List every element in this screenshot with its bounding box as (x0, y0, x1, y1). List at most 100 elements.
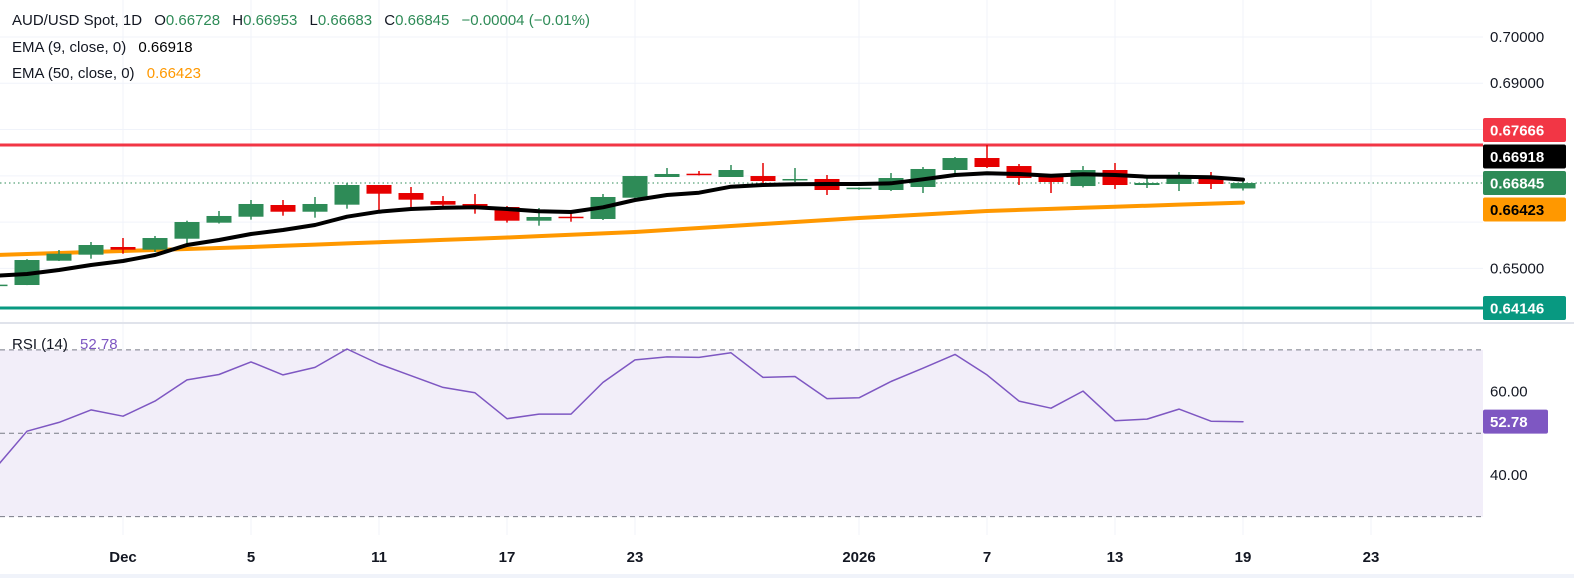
rsi-tick-label: 40.00 (1490, 467, 1528, 484)
open-label: O (154, 12, 166, 29)
price-tick-label: 0.70000 (1490, 29, 1544, 46)
candle-body (782, 178, 808, 181)
price-badge-background (1483, 118, 1566, 143)
time-axis[interactable]: Dec 5 11 17 23 2026 7 13 19 23 (109, 549, 1379, 566)
candle-2025-11-25 (0, 284, 8, 287)
time-tick-label: 23 (1363, 549, 1380, 566)
ema50-line (0, 200, 1245, 257)
candle-2026-01-16 (1198, 171, 1224, 189)
low-label: L (309, 12, 318, 29)
candle-body (558, 216, 584, 219)
candle-2025-12-04 (206, 210, 232, 224)
candle-body (654, 173, 680, 177)
time-tick-label: 19 (1235, 549, 1252, 566)
candle-2025-12-03 (174, 220, 200, 244)
pane-divider[interactable] (0, 322, 1574, 324)
candle-2025-12-12 (398, 186, 424, 207)
candle-body (1198, 176, 1224, 184)
candle-body (1230, 183, 1256, 189)
time-tick-label: Dec (109, 549, 137, 566)
ema50-layer (0, 200, 1245, 257)
price-badge-label: 0.66918 (1490, 149, 1544, 166)
ema9-line (0, 171, 1245, 278)
rsi-axis[interactable]: 60.00 40.00 52.78 (1483, 384, 1548, 484)
candle-body (206, 215, 232, 223)
candle-2025-12-05 (238, 200, 264, 220)
rsi-tick-label: 60.00 (1490, 384, 1528, 401)
price-tick-label: 0.65000 (1490, 260, 1544, 277)
price-badge-background (1483, 171, 1566, 196)
time-tick-label: 2026 (842, 549, 875, 566)
candle-body (686, 173, 712, 176)
price-badge-background (1483, 295, 1566, 320)
high-label: H (232, 12, 244, 29)
price-badge-label: 0.67666 (1490, 123, 1544, 140)
candle-body (302, 203, 328, 212)
candle-2025-12-11 (366, 185, 392, 211)
candle-2025-12-30 (782, 168, 808, 182)
candle-body (270, 205, 296, 212)
candle-2025-11-27 (46, 250, 72, 262)
candle-2025-12-10 (334, 183, 360, 209)
candle-body (750, 176, 776, 182)
candle-body (110, 246, 136, 250)
rsi-layer (0, 348, 1244, 464)
rsi-badge-label: 52.78 (1490, 414, 1528, 431)
candle-2025-12-02 (142, 235, 168, 252)
ema50-label: EMA (50, close, 0) (12, 65, 135, 82)
candle-body (942, 158, 968, 171)
symbol-title: AUD/USD Spot, 1D (12, 12, 143, 29)
symbol-legend[interactable]: AUD/USD Spot, 1D O0.66728 H0.66953 L0.66… (12, 12, 590, 29)
time-tick-label: 5 (247, 549, 255, 566)
candle-body (846, 187, 872, 190)
candle-2025-12-26 (718, 165, 744, 177)
candle-body (1038, 176, 1064, 182)
candle-2025-12-24 (654, 168, 680, 177)
rsi-badge-background (1483, 409, 1548, 434)
candle-body (238, 203, 264, 217)
close-label: C (384, 12, 396, 29)
candle-body (974, 158, 1000, 167)
candle-2025-12-25 (686, 171, 712, 176)
time-tick-label: 17 (499, 549, 516, 566)
close-value: 0.66845 (395, 12, 450, 29)
candles (0, 145, 1256, 287)
ema50-legend[interactable]: EMA (50, close, 0) 0.66423 (12, 65, 201, 82)
time-tick-label: 13 (1107, 549, 1124, 566)
price-badge: 0.64146 (1483, 295, 1566, 320)
candle-body (622, 176, 648, 198)
candle-body (334, 185, 360, 205)
price-badge-background (1483, 197, 1566, 222)
time-tick-label: 7 (983, 549, 991, 566)
candle-2025-11-28 (78, 241, 104, 259)
candle-body (1134, 183, 1160, 186)
candle-body (78, 245, 104, 255)
candle-2025-12-23 (622, 175, 648, 199)
ema9-layer (0, 171, 1245, 278)
price-axis[interactable]: 0.70000 0.69000 0.65000 0.67666 0.66918 0.668… (1483, 0, 1574, 322)
candle-body (142, 238, 168, 250)
time-tick-label: 11 (371, 549, 387, 566)
candle-body (1166, 176, 1192, 184)
candle-body (526, 216, 552, 221)
candle-body (0, 284, 8, 287)
rsi-legend[interactable]: RSI (14) 52.78 (12, 336, 118, 353)
candle-2026-01-07 (974, 145, 1000, 169)
candle-body (366, 185, 392, 194)
candle-body (46, 253, 72, 261)
candle-2025-12-01 (110, 238, 136, 254)
price-badge-label: 0.66845 (1490, 176, 1544, 193)
price-badge-label: 0.64146 (1490, 300, 1544, 317)
candle-body (430, 201, 456, 205)
low-value: 0.66683 (317, 12, 373, 29)
ema9-legend[interactable]: EMA (9, close, 0) 0.66918 (12, 39, 193, 56)
open-value: 0.66728 (165, 12, 221, 29)
ema9-label: EMA (9, close, 0) (12, 39, 127, 56)
price-tick-label: 0.69000 (1490, 75, 1544, 92)
candle-body (1102, 170, 1128, 186)
price-badge: 0.66918 (1483, 144, 1566, 169)
rsi-band (0, 349, 1483, 518)
price-badge-background (1483, 144, 1566, 169)
rsi-value: 52.78 (80, 336, 118, 353)
